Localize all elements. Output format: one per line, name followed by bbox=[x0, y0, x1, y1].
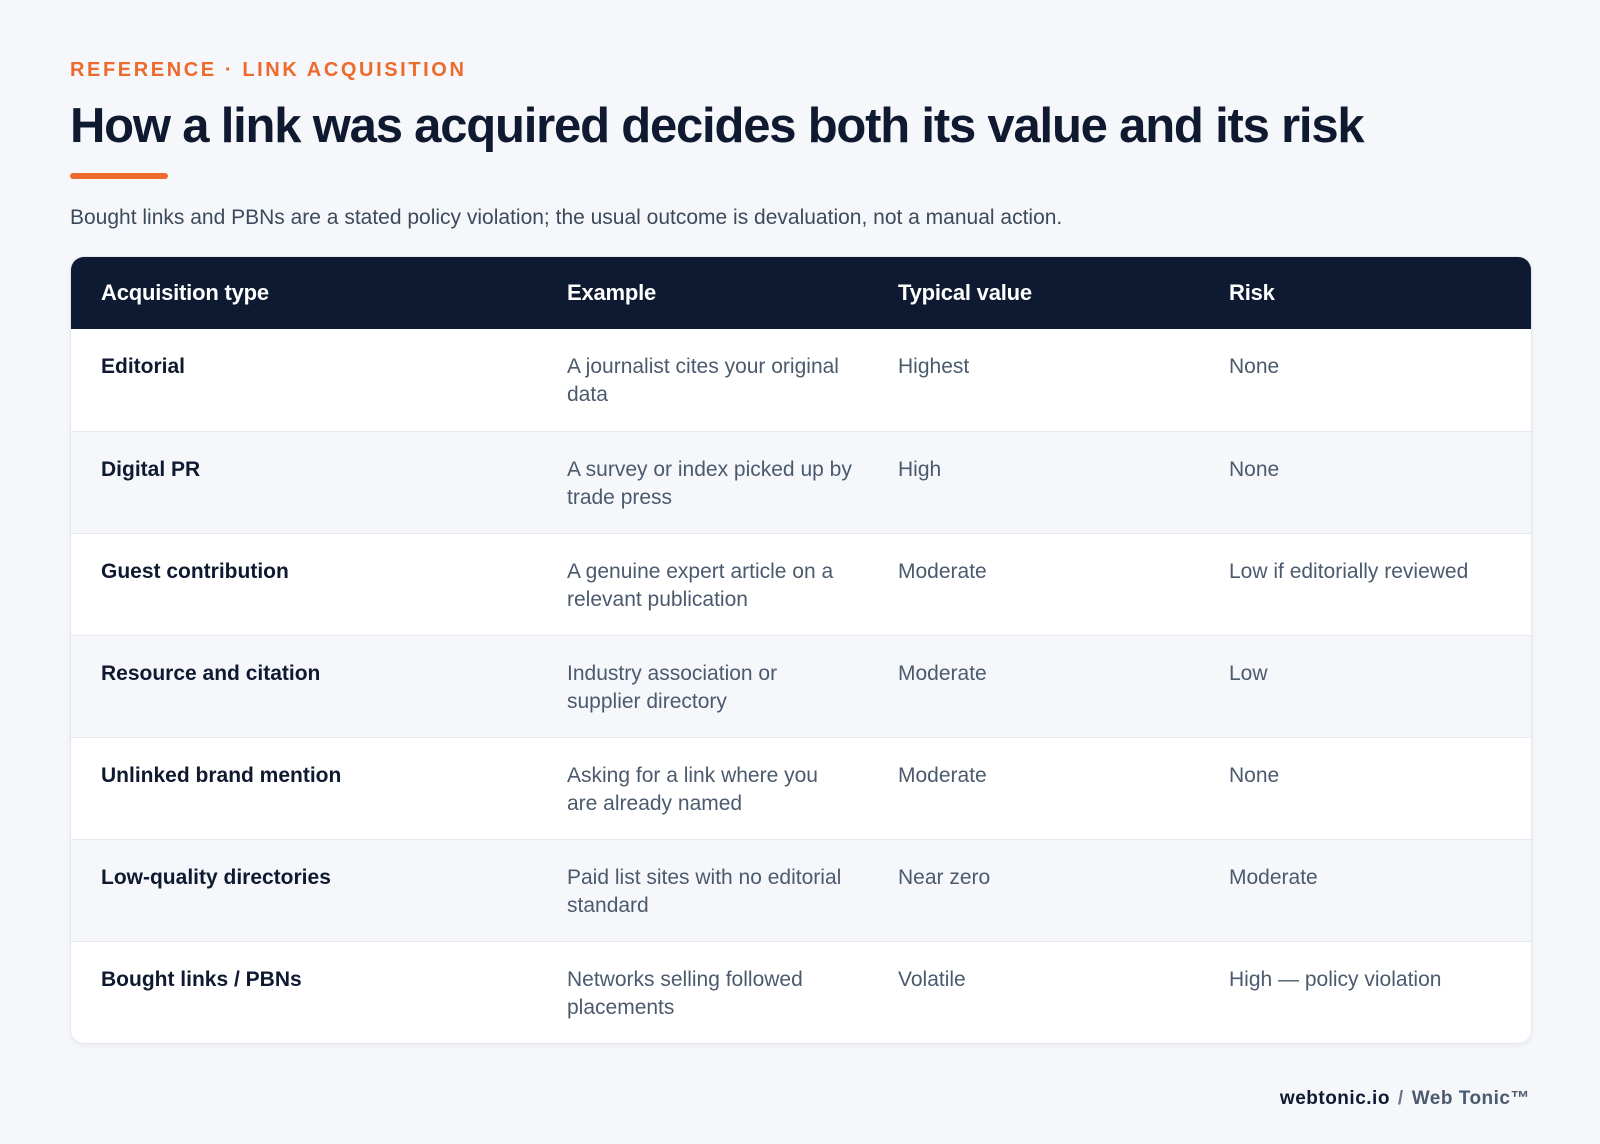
cell-typical-value: Highest bbox=[898, 355, 970, 378]
column-header-acquisition-type: Acquisition type bbox=[101, 280, 269, 305]
acquisition-table: Acquisition type Example Typical value R… bbox=[70, 256, 1532, 1044]
table-row: Guest contribution A genuine expert arti… bbox=[71, 533, 1531, 635]
cell-risk: None bbox=[1229, 458, 1280, 481]
cell-example: A genuine expert article on a relevant p… bbox=[537, 534, 868, 635]
table-row: Bought links / PBNs Networks selling fol… bbox=[71, 941, 1531, 1043]
cell-acquisition-type: Digital PR bbox=[101, 458, 201, 481]
table-row: Low-quality directories Paid list sites … bbox=[71, 839, 1531, 941]
cell-acquisition-type: Editorial bbox=[101, 355, 186, 378]
footer-brand: Web Tonic™ bbox=[1411, 1088, 1530, 1109]
page-subtitle: Bought links and PBNs are a stated polic… bbox=[70, 206, 1063, 229]
cell-example-text: Asking for a link where you are already … bbox=[567, 764, 818, 815]
cell-example-text: A genuine expert article on a relevant p… bbox=[567, 560, 834, 611]
cell-typical-value: Near zero bbox=[898, 866, 991, 889]
cell-risk: None bbox=[1229, 764, 1280, 787]
cell-typical-value: Moderate bbox=[898, 764, 987, 787]
cell-acquisition-type: Unlinked brand mention bbox=[101, 764, 342, 787]
column-header-example: Example bbox=[567, 280, 657, 305]
cell-example: A journalist cites your original data bbox=[537, 329, 868, 431]
footer-domain: webtonic.io bbox=[1279, 1088, 1390, 1109]
cell-typical-value: Moderate bbox=[898, 662, 987, 685]
table-row: Editorial A journalist cites your origin… bbox=[71, 329, 1531, 431]
cell-example-text: Industry association or supplier directo… bbox=[567, 662, 778, 713]
cell-risk: High — policy violation bbox=[1229, 968, 1442, 991]
cell-risk: Low bbox=[1229, 662, 1268, 685]
column-header-typical-value: Typical value bbox=[898, 280, 1032, 305]
cell-acquisition-type: Low-quality directories bbox=[101, 866, 331, 889]
cell-example: Paid list sites with no editorial standa… bbox=[537, 840, 868, 941]
cell-acquisition-type: Bought links / PBNs bbox=[101, 968, 302, 991]
table-header: Acquisition type Example Typical value R… bbox=[71, 257, 1531, 329]
table-body: Editorial A journalist cites your origin… bbox=[71, 329, 1531, 1043]
eyebrow-label: REFERENCE · LINK ACQUISITION bbox=[70, 59, 467, 81]
cell-risk: None bbox=[1229, 355, 1280, 378]
cell-example: Asking for a link where you are already … bbox=[537, 738, 868, 839]
page-title: How a link was acquired decides both its… bbox=[70, 99, 1365, 153]
cell-acquisition-type: Resource and citation bbox=[101, 662, 321, 685]
cell-example: Networks selling followed placements bbox=[537, 942, 868, 1043]
page: REFERENCE · LINK ACQUISITION How a link … bbox=[70, 56, 1532, 1044]
cell-risk: Low if editorially reviewed bbox=[1229, 560, 1469, 583]
table-row: Unlinked brand mention Asking for a link… bbox=[71, 737, 1531, 839]
cell-example-text: A survey or index picked up by trade pre… bbox=[567, 458, 852, 509]
cell-example-text: A journalist cites your original data bbox=[567, 355, 839, 406]
cell-risk: Moderate bbox=[1229, 866, 1318, 889]
footer-separator: / bbox=[1397, 1088, 1404, 1109]
title-underline bbox=[70, 173, 168, 179]
table-row: Digital PR A survey or index picked up b… bbox=[71, 431, 1531, 533]
cell-example-text: Paid list sites with no editorial standa… bbox=[567, 866, 842, 917]
table-row: Resource and citation Industry associati… bbox=[71, 635, 1531, 737]
column-header-risk: Risk bbox=[1229, 280, 1275, 305]
cell-example-text: Networks selling followed placements bbox=[567, 968, 803, 1019]
footer-credit: webtonic.io / Web Tonic™ bbox=[1280, 1086, 1530, 1112]
cell-typical-value: Volatile bbox=[898, 968, 966, 991]
cell-typical-value: High bbox=[898, 458, 942, 481]
cell-typical-value: Moderate bbox=[898, 560, 987, 583]
cell-acquisition-type: Guest contribution bbox=[101, 560, 289, 583]
cell-example: Industry association or supplier directo… bbox=[537, 636, 868, 737]
cell-example: A survey or index picked up by trade pre… bbox=[537, 432, 868, 533]
